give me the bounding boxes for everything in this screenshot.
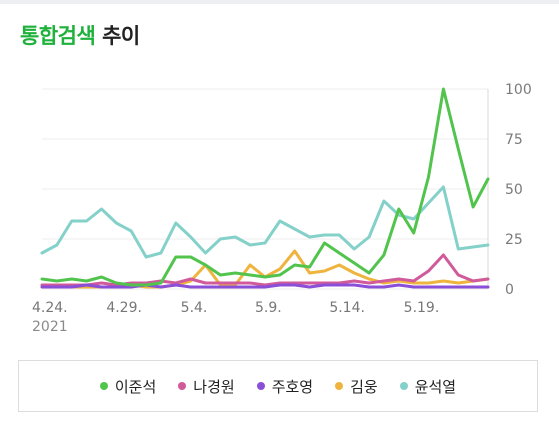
series-line-2 [40,253,490,287]
legend-item[interactable]: 주호영 [256,376,314,397]
y-tick-label: 25 [505,232,523,248]
title-rest: 추이 [102,24,140,48]
legend-label: 김웅 [350,377,378,396]
legend-item[interactable]: 이준석 [99,376,157,397]
x-tick-label: 5.19. [404,300,440,316]
x-tick-label: 5.9. [255,300,282,316]
top-divider [0,0,559,4]
x-tick-label: 5.14. [329,300,365,316]
line-chart: 0 25 50 75 100 4.24. 4.29. 5.4. 5.9. 5.14. 5.19. 20… [32,82,532,335]
chart-title: 통합검색 추이 [20,20,140,50]
title-accent: 통합검색 [20,24,96,48]
legend-item[interactable]: 나경원 [178,376,235,397]
legend-dot-icon [99,382,108,390]
series-line-1 [40,87,490,287]
x-tick-label: 4.24. [32,300,68,316]
series-line-5 [40,185,490,259]
chart-legend: 이준석 나경원 주호영 김웅 윤석열 [18,360,538,412]
legend-dot-icon [178,382,187,390]
legend-label: 나경원 [193,377,235,396]
y-tick-label: 0 [505,282,514,298]
y-tick-label: 75 [505,132,523,148]
legend-dot-icon [335,382,344,390]
legend-label: 주호영 [271,377,314,396]
x-tick-label: 5.4. [181,300,208,316]
legend-item[interactable]: 김웅 [335,376,378,397]
y-tick-label: 100 [505,82,532,98]
legend-label: 윤석열 [414,377,457,396]
y-tick-label: 50 [505,182,523,198]
legend-item[interactable]: 윤석열 [399,376,457,397]
legend-dot-icon [256,382,265,390]
x-tick-label: 4.29. [106,300,142,316]
legend-label: 이준석 [114,377,157,396]
legend-dot-icon [399,382,408,390]
series-line-3 [40,283,490,289]
x-year-label: 2021 [32,319,68,335]
